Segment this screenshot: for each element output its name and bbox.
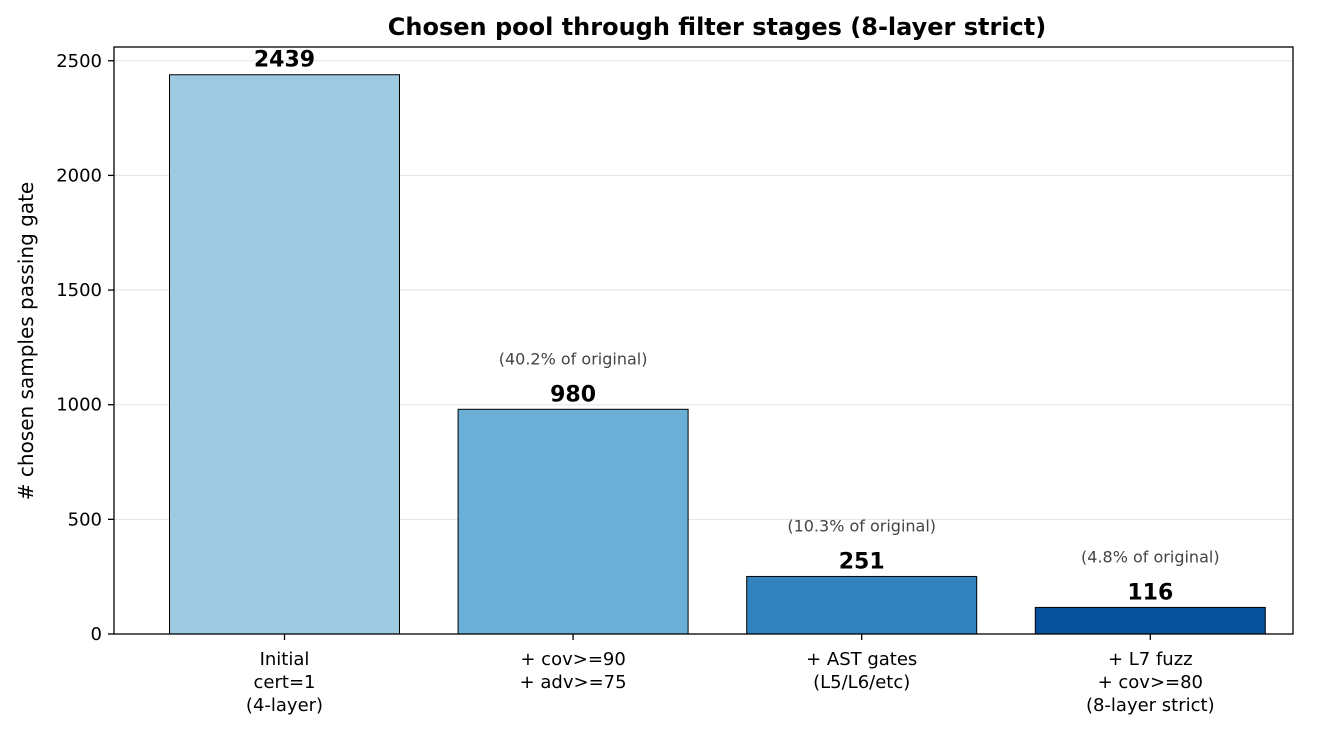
bar-0 bbox=[169, 74, 400, 635]
bar-2 bbox=[746, 575, 978, 635]
percentage-annotations: (40.2% of original) (10.3% of original) (4… bbox=[499, 349, 1220, 566]
x-tick-label-0: Initial cert=1 (4-layer) bbox=[246, 649, 323, 716]
y-tick-label-2: 1000 bbox=[56, 395, 102, 416]
x-tick-label-line: + cov>=90 bbox=[520, 649, 625, 670]
x-tick-label-line: + L7 fuzz bbox=[1108, 649, 1193, 670]
x-tick-label-line: cert=1 bbox=[254, 672, 316, 693]
value-label-2: 251 bbox=[839, 549, 885, 574]
value-labels: 2439 980 251 116 bbox=[254, 48, 1173, 606]
x-tick-label-line: + AST gates bbox=[806, 649, 917, 670]
y-tick-label-1: 500 bbox=[68, 509, 102, 530]
pct-annotation-3: (4.8% of original) bbox=[1081, 547, 1220, 566]
y-tick-label-0: 0 bbox=[91, 624, 102, 645]
x-tick-label-line: (4-layer) bbox=[246, 695, 323, 716]
plot-frame bbox=[113, 46, 1294, 635]
x-tick-label-1: + cov>=90 + adv>=75 bbox=[520, 649, 627, 693]
value-label-1: 980 bbox=[550, 382, 596, 407]
bars bbox=[169, 74, 1266, 635]
y-axis-label: # chosen samples passing gate bbox=[14, 182, 38, 500]
y-tick-label-5: 2500 bbox=[56, 51, 102, 72]
pct-annotation-1: (40.2% of original) bbox=[499, 349, 648, 368]
bar-3 bbox=[1034, 606, 1266, 635]
x-tick-label-3: + L7 fuzz + cov>=80 (8-layer strict) bbox=[1086, 649, 1215, 716]
x-tick-label-line: Initial bbox=[260, 649, 310, 670]
x-tick-label-line: + cov>=80 bbox=[1098, 672, 1203, 693]
y-tick-label-4: 2000 bbox=[56, 165, 102, 186]
x-tick-label-line: + adv>=75 bbox=[520, 672, 627, 693]
y-axis-ticks: 0 500 1000 1500 2000 2500 bbox=[56, 51, 114, 645]
x-tick-label-2: + AST gates (L5/L6/etc) bbox=[806, 649, 917, 693]
y-tick-label-3: 1500 bbox=[56, 280, 102, 301]
bar-1 bbox=[457, 408, 689, 635]
x-tick-label-line: (L5/L6/etc) bbox=[813, 672, 910, 693]
value-label-3: 116 bbox=[1127, 580, 1173, 605]
pct-annotation-2: (10.3% of original) bbox=[787, 516, 936, 535]
value-label-0: 2439 bbox=[254, 48, 315, 73]
x-tick-label-line: (8-layer strict) bbox=[1086, 695, 1215, 716]
x-axis-ticks: Initial cert=1 (4-layer) + cov>=90 + adv>=75… bbox=[246, 634, 1215, 716]
chart-title: Chosen pool through filter stages (8-lay… bbox=[388, 13, 1046, 41]
